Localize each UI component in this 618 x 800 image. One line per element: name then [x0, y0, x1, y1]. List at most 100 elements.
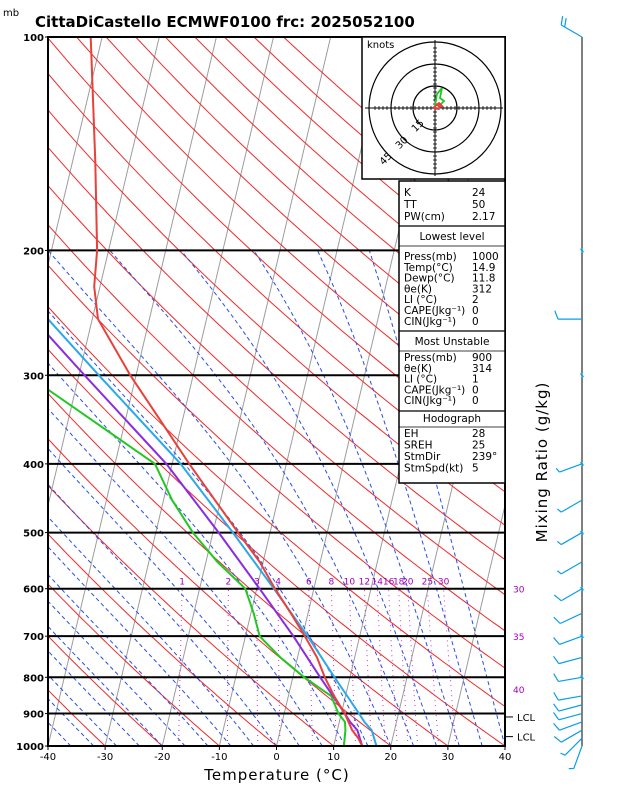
- hodograph-value: 28: [472, 428, 485, 440]
- barb-shaft: [559, 721, 583, 731]
- barb-shaft: [560, 729, 583, 743]
- barb-flag: [564, 18, 567, 28]
- most-unstable-heading: Most Unstable: [415, 336, 490, 348]
- right-axis-title: Mixing Ratio (g/kg): [533, 382, 551, 543]
- lowest-level-value: 14.9: [472, 262, 495, 274]
- lcl-label: LCL: [517, 713, 536, 724]
- moist-adiabat: [48, 698, 95, 746]
- wind-barb: [556, 532, 583, 546]
- mixing-ratio-line: [308, 588, 314, 746]
- hodograph-label: StmDir: [404, 451, 441, 463]
- wind-barb: [554, 310, 582, 320]
- hodograph-trace-upper: [434, 87, 446, 107]
- hodograph-label: SREH: [404, 440, 433, 452]
- barb-flag: [553, 692, 559, 701]
- barb-shaft: [558, 695, 583, 701]
- total-totals-label: TT: [403, 199, 417, 211]
- mixing-ratio-line: [407, 588, 419, 746]
- precipitable-water-label: PW(cm): [404, 211, 445, 223]
- barb-shaft: [558, 704, 583, 712]
- wind-barb: [556, 499, 583, 513]
- barb-half: [556, 508, 562, 513]
- mixing-ratio-label: 3: [254, 578, 260, 588]
- most-unstable-label: Press(mb): [404, 352, 457, 364]
- wind-barb: [553, 612, 583, 625]
- lowest-level-label: CIN(Jkg⁻¹): [404, 316, 456, 328]
- theta-e-label: 40: [513, 686, 525, 696]
- moist-adiabat: [48, 447, 300, 746]
- staff-marker: [580, 247, 584, 253]
- moist-adiabat: [48, 362, 346, 746]
- barb-shaft: [559, 612, 583, 625]
- theta-e-label: 30: [513, 586, 525, 596]
- mixing-ratio-line: [398, 588, 409, 746]
- barb-shaft: [560, 532, 583, 546]
- wind-barb: [555, 463, 583, 473]
- virtual-temperature-line: [48, 317, 378, 746]
- wind-barb: [553, 703, 583, 712]
- wind-barb: [553, 712, 583, 721]
- barb-flag: [553, 616, 561, 624]
- lowest-level-value: 0: [472, 305, 479, 317]
- barb-shaft: [573, 745, 583, 769]
- mixing-ratio-line: [256, 588, 259, 746]
- hodograph-value: 25: [472, 440, 485, 452]
- mixing-ratio-label: 18: [393, 578, 405, 588]
- pressure-tick-label: 100: [23, 33, 44, 44]
- wind-barb: [553, 588, 583, 602]
- barb-flag: [553, 594, 562, 602]
- dry-adiabat: [76, 37, 505, 429]
- thermo-background: [48, 37, 505, 746]
- barb-shaft: [558, 712, 583, 721]
- dry-adiabat: [48, 635, 163, 746]
- pressure-axis-ticks: 100 200 300 400 500 600 700 800 900 1000: [16, 33, 48, 753]
- pressure-tick-label: 900: [23, 710, 44, 721]
- dry-adiabat: [48, 484, 334, 746]
- moist-adiabat: [48, 674, 117, 746]
- dry-adiabat: [48, 109, 505, 526]
- mixing-ratio-label: 30: [438, 578, 450, 588]
- lowest-level-label: CAPE(Jkg⁻¹): [404, 305, 465, 317]
- barb-shaft: [564, 737, 583, 756]
- x-tick-label: 30: [442, 752, 455, 763]
- moist-adiabat: [48, 625, 163, 746]
- x-tick-label: 10: [327, 752, 340, 763]
- most-unstable-label: θe(K): [404, 363, 432, 375]
- lcl-markers: LCL LCL: [505, 713, 536, 744]
- lowest-level-value: 312: [472, 283, 492, 295]
- mixing-ratio-line: [330, 588, 337, 746]
- mixing-ratio-label: 14: [372, 578, 384, 588]
- mixing-ratio-label: 4: [275, 578, 281, 588]
- lcl-label: LCL: [517, 733, 536, 744]
- barb-flag: [560, 16, 564, 26]
- barb-shaft: [558, 676, 583, 683]
- dry-adiabat: [48, 533, 277, 746]
- barb-flag: [553, 673, 559, 682]
- wind-barb: [553, 673, 583, 683]
- lowest-level-label: θe(K): [404, 283, 432, 295]
- precipitable-water-value: 2.17: [472, 211, 495, 223]
- wind-barb: [556, 561, 583, 575]
- wind-barb: [553, 729, 583, 743]
- k-index-label: K: [404, 187, 412, 199]
- most-unstable-label: LI (°C): [404, 374, 437, 386]
- most-unstable-rows: Press(mb) 900 θe(K) 314 LI (°C) 1 CAPE(Jkg⁻¹) 0…: [404, 352, 492, 407]
- isotherm: [104, 37, 274, 746]
- wind-barb: [553, 721, 583, 731]
- pressure-unit-label: mb: [3, 8, 19, 19]
- pressure-tick-label: 500: [23, 529, 44, 540]
- mixing-ratio-label: 20: [402, 578, 414, 588]
- x-tick-label: 20: [384, 752, 397, 763]
- isotherm: [48, 37, 160, 508]
- barb-flag: [553, 655, 560, 664]
- x-tick-label: -20: [154, 752, 170, 763]
- dry-adiabat: [48, 146, 505, 561]
- hodograph-trace-lower: [432, 101, 444, 110]
- dry-adiabat: [48, 224, 505, 632]
- x-axis-title: Temperature (°C): [203, 766, 349, 784]
- parcel-path-line: [48, 333, 364, 746]
- lowest-level-value: 0: [472, 316, 479, 328]
- lowest-level-label: Dewp(°C): [404, 273, 455, 285]
- theta-e-labels: 30 35 40: [513, 586, 525, 696]
